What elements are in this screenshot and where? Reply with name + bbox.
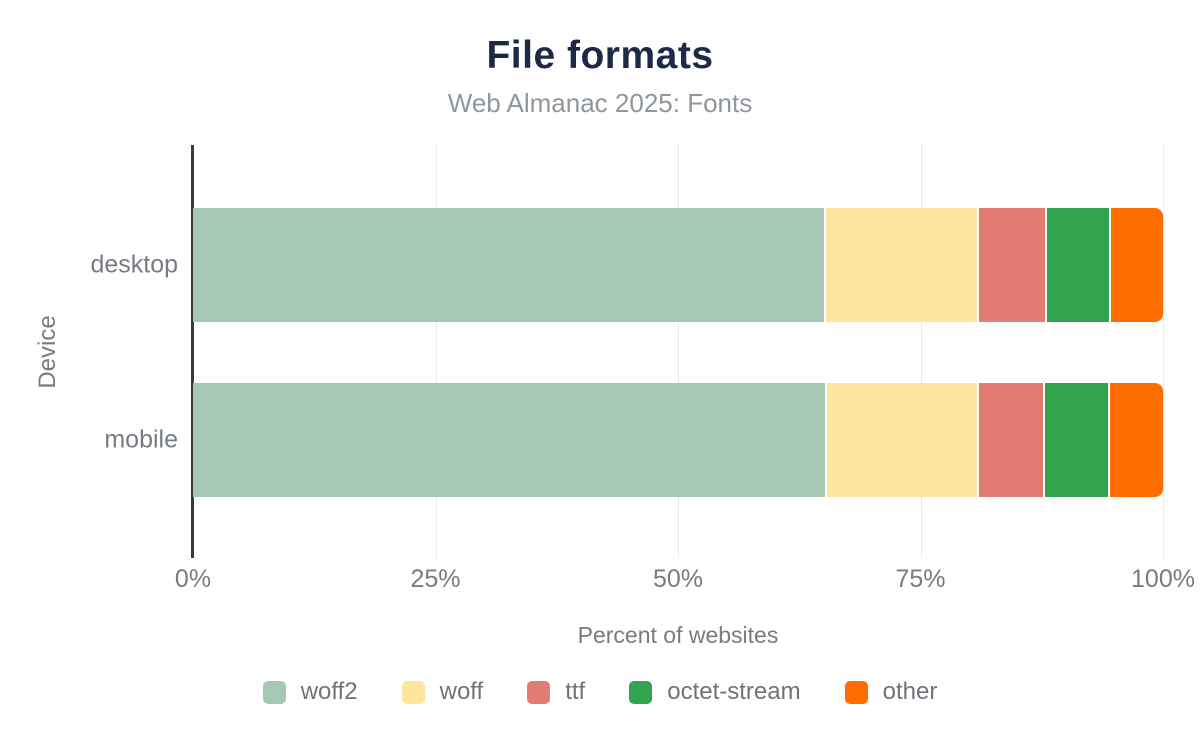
legend-label-woff2: woff2 (300, 678, 358, 705)
legend-swatch-ttf (527, 680, 551, 704)
legend-swatch-woff (401, 680, 425, 704)
category-label-desktop: desktop (90, 250, 178, 279)
bar-segment-mobile-woff2[interactable] (193, 383, 826, 497)
chart-subtitle: Web Almanac 2025: Fonts (447, 88, 753, 118)
legend-item-other: other (844, 678, 938, 706)
bar-segment-desktop-octet-stream[interactable] (1046, 208, 1109, 322)
legend-label-ttf: ttf (565, 678, 586, 705)
legend-label-octet-stream: octet-stream (667, 678, 801, 705)
legend-label-woff: woff (439, 678, 484, 705)
plot-area: 0% 25% 50% 75% 100% desktop mobile (90, 145, 1195, 593)
category-label-mobile: mobile (104, 425, 178, 454)
gridline-50 (678, 145, 679, 558)
x-axis-title: Percent of websites (577, 622, 779, 648)
x-tick-label-25: 25% (410, 565, 461, 593)
chart-title: File formats (486, 34, 714, 77)
bar-segment-mobile-other[interactable] (1109, 383, 1163, 497)
y-axis-title: Device (34, 315, 61, 389)
x-tick-label-75: 75% (895, 565, 946, 593)
gridline-100 (1163, 145, 1164, 558)
legend-swatch-other (844, 680, 868, 704)
y-axis-line (191, 145, 194, 558)
bar-segment-mobile-ttf[interactable] (978, 383, 1043, 497)
bar-desktop (193, 208, 1163, 322)
legend-label-other: other (882, 678, 938, 705)
bar-segment-mobile-woff[interactable] (827, 383, 977, 497)
bar-segment-desktop-ttf[interactable] (978, 208, 1045, 322)
legend-item-ttf: ttf (527, 678, 585, 706)
legend-item-woff: woff (401, 678, 484, 706)
x-tick-label-100: 100% (1131, 565, 1195, 593)
legend-item-octet-stream: octet-stream (629, 678, 801, 706)
legend-swatch-octet-stream (629, 680, 653, 704)
bar-segment-mobile-octet-stream[interactable] (1044, 383, 1108, 497)
bar-mobile (193, 383, 1163, 497)
bar-segment-desktop-other[interactable] (1110, 208, 1163, 322)
legend-swatch-woff2 (262, 680, 286, 704)
x-tick-label-50: 50% (652, 565, 704, 593)
bar-segment-desktop-woff2[interactable] (193, 208, 825, 322)
bar-segment-desktop-woff[interactable] (826, 208, 977, 322)
gridline-75 (920, 145, 922, 558)
x-tick-label-0: 0% (174, 565, 212, 593)
legend: woff2 woff ttf octet-stream other (0, 678, 1200, 706)
legend-item-woff2: woff2 (262, 678, 358, 706)
gridline-25 (435, 145, 437, 558)
